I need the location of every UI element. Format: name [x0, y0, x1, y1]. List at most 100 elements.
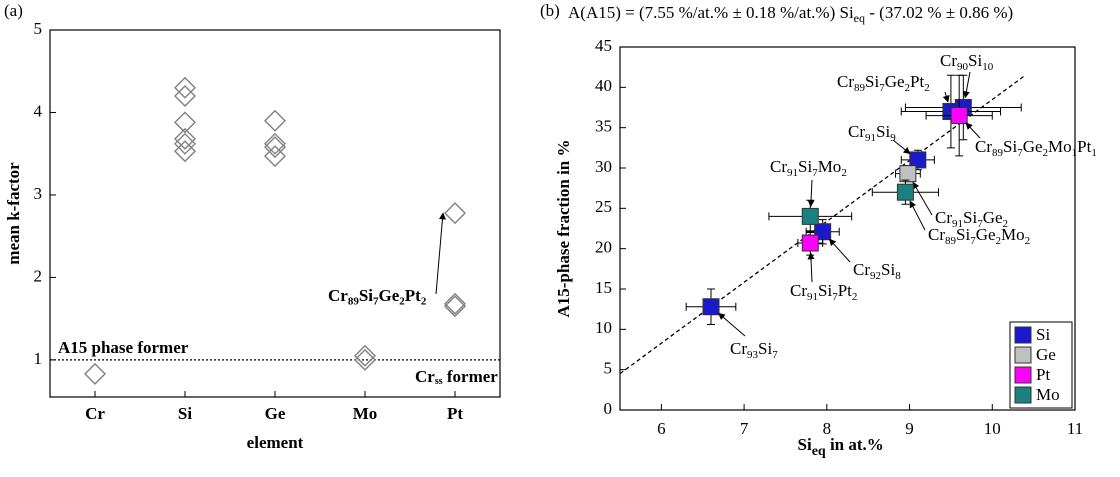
- diamond-marker: [444, 295, 466, 318]
- y-tick-label: 1: [34, 349, 43, 368]
- point-label-part: 92: [870, 269, 881, 281]
- y-tick-label: 0: [604, 399, 613, 418]
- point-label: Cr91Si9: [848, 122, 896, 143]
- annotation-part: Ge: [379, 286, 400, 305]
- annotation-part: Cr: [415, 367, 435, 386]
- point-label-part: Pt: [910, 72, 924, 91]
- label-arrow: [892, 139, 911, 155]
- annotation: Cr89Si7Ge2Pt2: [328, 286, 427, 307]
- annotation-part: Pt: [405, 286, 421, 305]
- point-label-part: Cr: [770, 157, 787, 176]
- x-axis-label-part: Si: [798, 435, 812, 454]
- legend-swatch: [1014, 366, 1032, 384]
- y-axis-label: mean k-factor: [4, 162, 23, 265]
- diamond-marker: [174, 76, 196, 99]
- point-label-part: Cr: [928, 225, 945, 244]
- label-arrow: [942, 91, 950, 103]
- point-label-part: 7: [970, 234, 976, 246]
- point-label-part: 2: [905, 81, 911, 93]
- point-label-part: 2: [996, 234, 1002, 246]
- annotation-part: 2: [421, 295, 427, 307]
- point-label-part: Cr: [848, 122, 865, 141]
- square-marker: [909, 151, 927, 169]
- legend-label: Si: [1036, 325, 1050, 344]
- label-arrow: [718, 312, 746, 337]
- diamond-marker: [174, 140, 196, 163]
- x-tick-label: 11: [1067, 419, 1083, 438]
- x-axis-label: element: [247, 433, 304, 452]
- point-label-part: Cr: [837, 72, 854, 91]
- point-label-part: 1: [1091, 146, 1097, 158]
- y-tick-label: 20: [595, 238, 612, 257]
- point-label-part: 2: [1043, 146, 1049, 158]
- label-arrow: [807, 252, 815, 283]
- point-label: Cr91Si7Ge2: [935, 208, 1008, 229]
- point-label: Cr89Si7Ge2Mo2: [928, 225, 1030, 246]
- point-label-part: 7: [772, 348, 778, 360]
- diamond-marker: [264, 145, 286, 168]
- point-label-part: 91: [807, 290, 818, 302]
- annotation-part: 7: [373, 295, 379, 307]
- label-arrow: [828, 238, 851, 263]
- point-label-part: 91: [787, 166, 798, 178]
- annotation-part: A15 phase former: [58, 338, 189, 357]
- legend-swatch: [1014, 326, 1032, 344]
- legend-label: Ge: [1036, 345, 1056, 364]
- point-label: Cr90Si10: [940, 51, 994, 72]
- point-label-part: Cr: [730, 339, 747, 358]
- x-tick-label: 8: [823, 419, 832, 438]
- point-label-part: Si: [758, 339, 772, 358]
- annotation-arrow: [435, 212, 446, 295]
- legend-swatch: [1014, 386, 1032, 404]
- point-label-part: 2: [841, 166, 847, 178]
- point-label-part: Pt: [838, 281, 852, 300]
- diamond-marker: [174, 132, 196, 155]
- y-tick-label: 40: [595, 76, 612, 95]
- square-marker: [801, 207, 819, 225]
- panel-label: (a): [4, 1, 23, 20]
- point-label-part: 2: [1003, 217, 1009, 229]
- diamond-marker: [174, 127, 196, 150]
- annotation: Crss former: [415, 367, 498, 388]
- y-tick-label: 25: [595, 197, 612, 216]
- annotation-part: former: [443, 367, 499, 386]
- y-tick-label: 4: [34, 101, 43, 120]
- point-label-part: Si: [1003, 137, 1017, 156]
- square-marker: [702, 298, 720, 316]
- diamond-marker: [354, 348, 376, 371]
- annotation-part: 2: [399, 295, 405, 307]
- point-label-part: 89: [854, 81, 866, 93]
- chart-title-part: eq: [854, 11, 865, 25]
- x-tick-label: 9: [905, 419, 914, 438]
- y-tick-label: 10: [595, 318, 612, 337]
- chart-title-part: A(A15) = (7.55 %/at.% ± 0.18 %/at.%) Si: [568, 3, 854, 22]
- x-tick-label: 6: [657, 419, 666, 438]
- point-label-part: Cr: [935, 208, 952, 227]
- point-label-part: Ge: [976, 225, 996, 244]
- diamond-marker: [264, 132, 286, 155]
- label-arrow: [962, 71, 971, 99]
- y-tick-label: 30: [595, 157, 612, 176]
- y-tick-label: 5: [34, 19, 43, 38]
- point-label-part: Si: [818, 281, 832, 300]
- x-tick-label: Ge: [265, 404, 286, 423]
- point-label-part: 7: [812, 166, 818, 178]
- diamond-marker: [444, 292, 466, 315]
- x-tick-label: 10: [984, 419, 1001, 438]
- point-label-part: 7: [1017, 146, 1023, 158]
- x-tick-label: 7: [740, 419, 749, 438]
- point-label-part: 2: [1025, 234, 1031, 246]
- point-label: Cr92Si8: [853, 260, 901, 281]
- point-label-part: Mo: [818, 157, 842, 176]
- diamond-marker: [444, 202, 466, 225]
- point-label-part: Ge: [1023, 137, 1043, 156]
- point-label: Cr93Si7: [730, 339, 778, 360]
- point-label: Cr91Si7Pt2: [790, 281, 857, 302]
- diamond-marker: [84, 362, 106, 385]
- point-label-part: Mo: [1048, 137, 1072, 156]
- x-tick-label: Si: [178, 404, 192, 423]
- square-marker: [950, 107, 968, 125]
- point-label-part: Si: [798, 157, 812, 176]
- point-label-part: 1: [1072, 146, 1078, 158]
